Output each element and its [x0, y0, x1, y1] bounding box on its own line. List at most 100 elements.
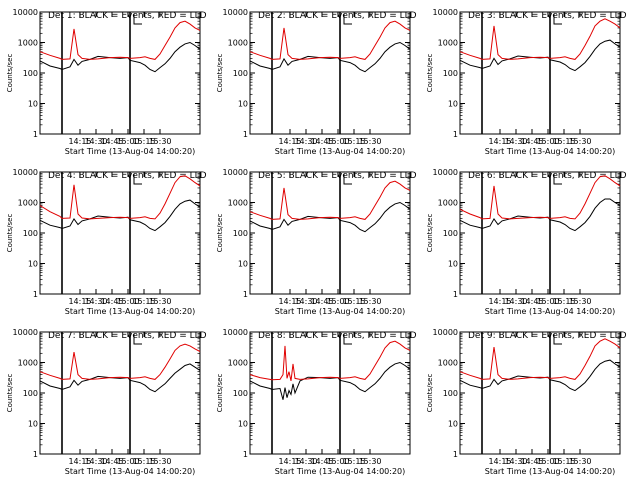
y-axis-label: Counts/sec	[216, 374, 224, 413]
interval-bracket	[553, 174, 562, 185]
panel-det-5: Det 5: BLACK = Events, RED = LLD 1 10 100 10…	[216, 168, 417, 316]
x-axis-label: Start Time (13-Aug-04 14:00:20)	[65, 307, 196, 316]
x-tick-label: 14:45	[310, 137, 333, 146]
interval-bracket	[553, 14, 562, 25]
x-tick-label: 15:30	[568, 457, 591, 466]
x-tick-label: 14:45	[100, 137, 123, 146]
x-tick-label: 15:00	[116, 297, 139, 306]
y-tick-label: 100	[23, 69, 38, 78]
x-axis-label: Start Time (13-Aug-04 14:00:20)	[275, 307, 406, 316]
x-tick-label: 14:15	[488, 297, 511, 306]
x-tick-label: 15:15	[132, 457, 155, 466]
y-tick-label: 10	[28, 100, 38, 109]
series-line-events	[39, 41, 201, 73]
y-tick-label: 1	[243, 290, 248, 299]
y-tick-label: 1000	[228, 39, 248, 48]
y-tick-label: 10000	[13, 168, 38, 177]
interval-bracket	[133, 14, 142, 25]
y-tick-label: 100	[443, 229, 458, 238]
x-tick-label: 15:15	[132, 137, 155, 146]
y-tick-label: 1	[453, 290, 458, 299]
panel-title: Det 9: BLACK = Events, RED = LLD	[468, 331, 627, 341]
interval-bracket	[553, 334, 562, 345]
x-axis-label: Start Time (13-Aug-04 14:00:20)	[485, 147, 616, 156]
plot-frame	[39, 11, 201, 135]
y-tick-label: 100	[23, 389, 38, 398]
y-tick-label: 1000	[228, 359, 248, 368]
series-line-events	[39, 199, 201, 232]
x-tick-label: 14:30	[294, 297, 317, 306]
x-tick-label: 15:00	[536, 457, 559, 466]
plot-frame	[459, 331, 621, 455]
series-line-lld	[459, 338, 621, 380]
y-tick-label: 1	[33, 130, 38, 139]
panel-det-3: Det 3: BLACK = Events, RED = LLD 1 10 100 10…	[426, 8, 627, 156]
y-tick-label: 100	[233, 229, 248, 238]
x-tick-label: 15:15	[342, 137, 365, 146]
plot-frame	[459, 11, 621, 135]
x-axis-label: Start Time (13-Aug-04 14:00:20)	[485, 307, 616, 316]
x-tick-label: 15:30	[358, 137, 381, 146]
y-tick-label: 10000	[433, 328, 458, 337]
panel-det-1: Det 1: BLACK = Events, RED = LLD 1 10 100 10…	[6, 8, 207, 156]
plot-frame	[459, 171, 621, 295]
x-tick-label: 14:30	[294, 457, 317, 466]
interval-bracket	[133, 334, 142, 345]
y-axis-label: Counts/sec	[216, 54, 224, 93]
x-tick-label: 15:00	[326, 137, 349, 146]
y-tick-label: 10	[448, 420, 458, 429]
y-tick-label: 1000	[18, 359, 38, 368]
x-tick-label: 15:30	[358, 297, 381, 306]
x-tick-label: 15:30	[358, 457, 381, 466]
x-tick-label: 15:30	[568, 297, 591, 306]
x-tick-label: 15:00	[116, 457, 139, 466]
x-tick-label: 14:30	[504, 457, 527, 466]
y-tick-label: 10000	[223, 328, 248, 337]
series-line-lld	[39, 175, 201, 220]
x-tick-label: 15:15	[552, 297, 575, 306]
y-tick-label: 100	[443, 389, 458, 398]
x-tick-label: 14:15	[278, 297, 301, 306]
panel-title: Det 8: BLACK = Events, RED = LLD	[258, 331, 417, 341]
y-tick-label: 10	[238, 100, 248, 109]
x-tick-label: 14:45	[520, 137, 543, 146]
panel-title: Det 3: BLACK = Events, RED = LLD	[468, 11, 627, 21]
series-line-lld	[249, 20, 411, 60]
interval-bracket	[343, 14, 352, 25]
series-line-lld	[459, 18, 621, 60]
y-tick-label: 10000	[223, 8, 248, 17]
x-tick-label: 14:15	[278, 137, 301, 146]
y-tick-label: 1000	[438, 359, 458, 368]
panel-det-8: Det 8: BLACK = Events, RED = LLD 1 10 100 10…	[216, 328, 417, 476]
panel-title: Det 6: BLACK = Events, RED = LLD	[468, 171, 627, 181]
y-axis-label: Counts/sec	[6, 54, 14, 93]
y-tick-label: 10000	[433, 168, 458, 177]
panel-det-9: Det 9: BLACK = Events, RED = LLD 1 10 100 10…	[426, 328, 627, 476]
x-tick-label: 14:30	[504, 297, 527, 306]
y-tick-label: 100	[23, 229, 38, 238]
x-tick-label: 15:30	[148, 297, 171, 306]
x-tick-label: 14:30	[504, 137, 527, 146]
y-tick-label: 1000	[18, 199, 38, 208]
y-tick-label: 1	[453, 130, 458, 139]
y-tick-label: 1000	[438, 39, 458, 48]
x-tick-label: 15:15	[132, 297, 155, 306]
series-line-events	[459, 39, 621, 72]
x-tick-label: 15:15	[342, 297, 365, 306]
x-tick-label: 15:15	[552, 457, 575, 466]
series-line-events	[249, 361, 411, 400]
y-tick-label: 10	[448, 100, 458, 109]
x-axis-label: Start Time (13-Aug-04 14:00:20)	[275, 147, 406, 156]
x-tick-label: 14:15	[278, 457, 301, 466]
plot-frame	[249, 331, 411, 455]
interval-bracket	[343, 174, 352, 185]
y-axis-label: Counts/sec	[6, 374, 14, 413]
y-tick-label: 10000	[13, 328, 38, 337]
series-line-events	[39, 363, 201, 393]
y-tick-label: 10	[448, 260, 458, 269]
y-tick-label: 10	[28, 260, 38, 269]
series-line-events	[459, 198, 621, 232]
y-tick-label: 1	[33, 290, 38, 299]
x-tick-label: 15:00	[536, 297, 559, 306]
series-line-events	[459, 359, 621, 392]
